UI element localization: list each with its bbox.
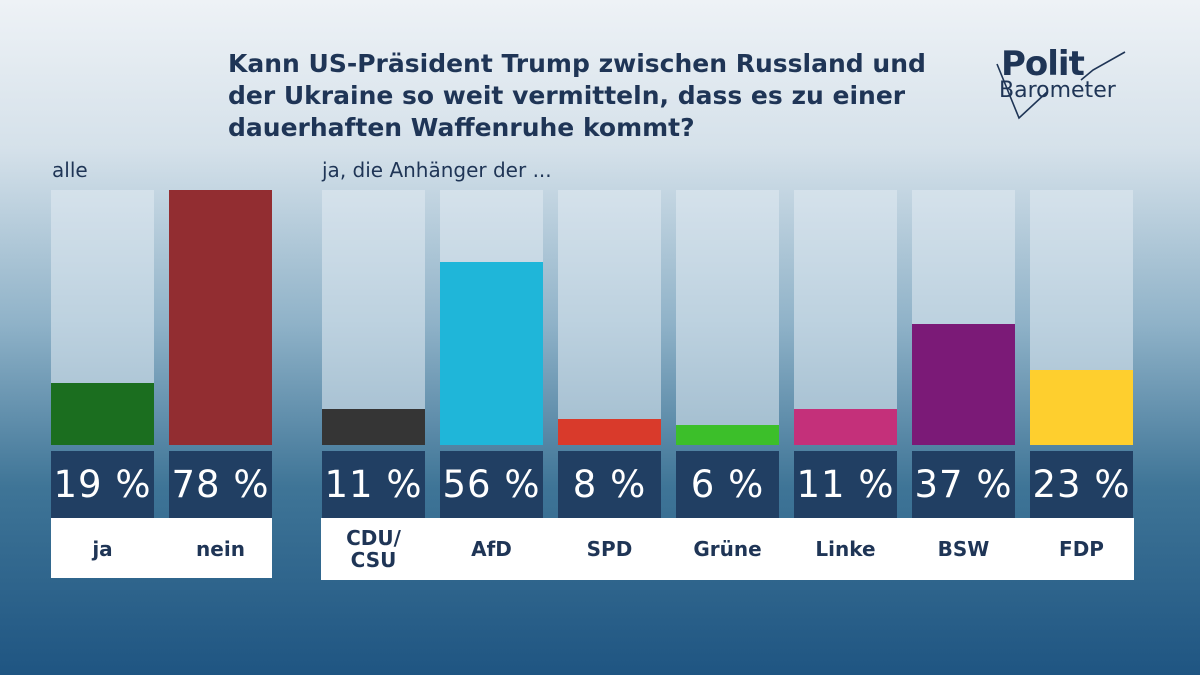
bar-track-cducsu (322, 190, 425, 445)
bar-grüne (676, 425, 779, 445)
category-label-cducsu: CDU/ CSU (346, 526, 401, 572)
value-label-spd: 8 % (558, 451, 661, 518)
bar-track-linke (794, 190, 897, 445)
bar-track-grüne (676, 190, 779, 445)
bar-track-nein (169, 190, 272, 445)
value-label-ja: 19 % (51, 451, 154, 518)
value-label-nein: 78 % (169, 451, 272, 518)
logo-word-polit: Polit (1001, 44, 1085, 84)
value-label-fdp: 23 % (1030, 451, 1133, 518)
value-label-afd: 56 % (440, 451, 543, 518)
category-label-nein: nein (196, 537, 245, 561)
logo-word-barometer: Barometer (999, 78, 1116, 103)
bar-linke (794, 409, 897, 445)
label-strip-supporters (321, 518, 1134, 580)
value-label-bsw: 37 % (912, 451, 1015, 518)
value-label-cducsu: 11 % (322, 451, 425, 518)
check-mark-icon (996, 51, 1126, 120)
bar-bsw (912, 324, 1015, 445)
bar-ja (51, 383, 154, 445)
category-label-fdp: FDP (1059, 537, 1104, 561)
bar-track-fdp (1030, 190, 1133, 445)
group-label-all: alle (52, 158, 88, 182)
bar-afd (440, 262, 543, 445)
bar-spd (558, 419, 661, 445)
chart-title: Kann US-Präsident Trump zwischen Russlan… (228, 49, 926, 142)
category-label-grüne: Grüne (693, 537, 762, 561)
bar-track-bsw (912, 190, 1015, 445)
label-strip-all (51, 518, 272, 578)
category-label-spd: SPD (586, 537, 633, 561)
category-label-afd: AfD (471, 537, 512, 561)
category-label-ja: ja (92, 537, 113, 561)
category-label-linke: Linke (815, 537, 876, 561)
bar-track-ja (51, 190, 154, 445)
value-label-linke: 11 % (794, 451, 897, 518)
category-label-bsw: BSW (937, 537, 990, 561)
bar-nein (169, 190, 272, 445)
value-label-grüne: 6 % (676, 451, 779, 518)
politbarometer-logo: Polit Barometer (995, 44, 1130, 122)
group-label-supporters: ja, die Anhänger der ... (322, 158, 552, 182)
bar-cducsu (322, 409, 425, 445)
bar-track-afd (440, 190, 543, 445)
bar-fdp (1030, 370, 1133, 445)
bar-track-spd (558, 190, 661, 445)
